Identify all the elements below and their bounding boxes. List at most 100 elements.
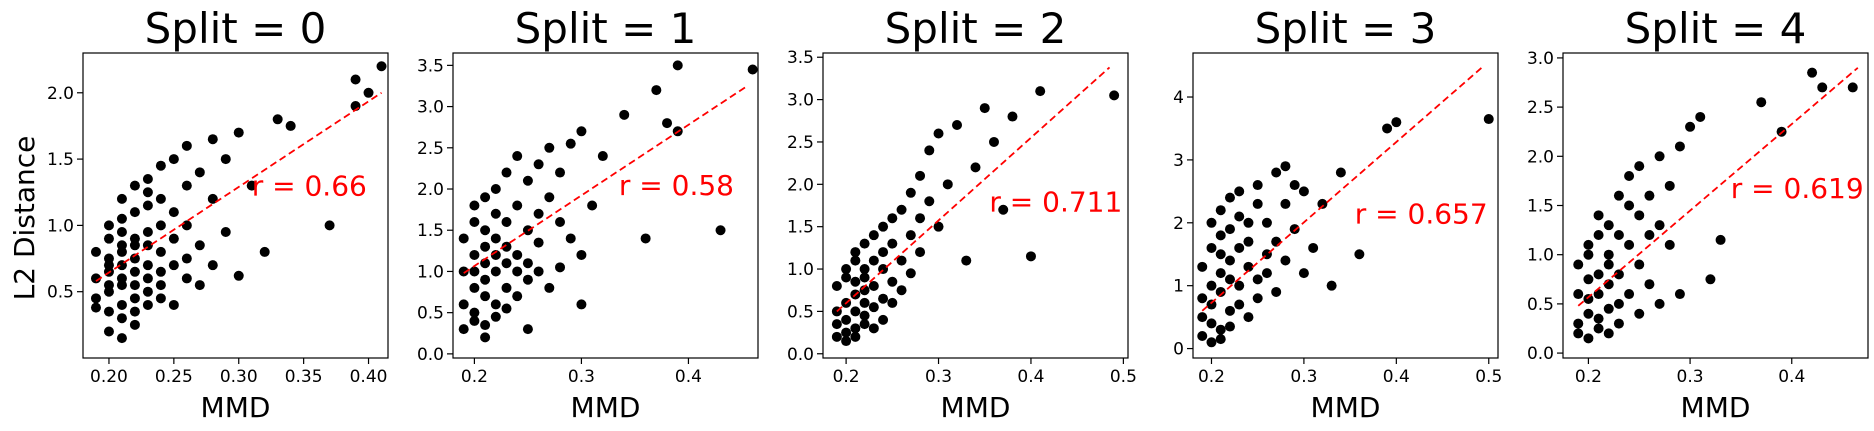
y-tick-label: 1.0 (417, 262, 444, 282)
data-points (458, 60, 758, 343)
data-point (155, 246, 166, 257)
data-point (1289, 224, 1300, 235)
data-point (933, 221, 944, 232)
data-point (1109, 90, 1120, 101)
data-point (1685, 121, 1696, 132)
y-tick-label: 0.5 (47, 283, 74, 303)
data-point (1224, 255, 1235, 266)
data-point (1354, 249, 1365, 260)
data-point (1224, 274, 1235, 285)
data-point (1644, 190, 1655, 201)
y-tick-label: 1.5 (1527, 197, 1554, 217)
data-point (272, 114, 283, 125)
data-point (181, 220, 192, 231)
data-point (142, 299, 153, 310)
data-point (90, 293, 101, 304)
data-point (490, 266, 501, 277)
axes-frame (822, 52, 1129, 359)
data-point (533, 237, 544, 248)
subplot-title: Split = 1 (515, 4, 697, 53)
data-point (116, 313, 127, 324)
data-point (1326, 280, 1337, 291)
data-point (896, 255, 907, 266)
data-point (970, 162, 981, 173)
data-point (1007, 111, 1018, 122)
data-point (1613, 298, 1624, 309)
data-point (129, 180, 140, 191)
data-point (90, 302, 101, 313)
data-point (1583, 239, 1594, 250)
data-point (587, 200, 598, 211)
x-tick-label: 0.4 (1778, 367, 1805, 387)
data-point (533, 159, 544, 170)
data-point (522, 274, 533, 285)
data-points (90, 61, 387, 344)
data-point (1206, 280, 1217, 291)
data-point (1197, 330, 1208, 341)
x-tick-label: 0.2 (461, 367, 488, 387)
y-tick-label: 2.0 (787, 175, 814, 195)
data-point (168, 154, 179, 165)
data-point (168, 299, 179, 310)
x-tick-label: 0.4 (675, 367, 702, 387)
data-point (831, 319, 842, 330)
data-point (1215, 268, 1226, 279)
data-point (544, 282, 555, 293)
data-point (1603, 220, 1614, 231)
data-point (1234, 211, 1245, 222)
data-point (1644, 230, 1655, 241)
data-point (155, 193, 166, 204)
data-point (168, 207, 179, 218)
data-point (841, 314, 852, 325)
data-point (1654, 151, 1665, 162)
data-point (116, 333, 127, 344)
x-tick-label: 0.20 (90, 367, 128, 387)
data-point (181, 180, 192, 191)
x-tick-label: 0.5 (1475, 367, 1502, 387)
data-point (1654, 220, 1665, 231)
x-axis-label: MMD (1681, 391, 1751, 424)
data-point (522, 175, 533, 186)
correlation-annotation: r = 0.711 (989, 185, 1122, 218)
x-tick-label: 0.35 (285, 367, 323, 387)
data-point (533, 266, 544, 277)
data-point (1298, 268, 1309, 279)
data-point (376, 61, 387, 72)
data-point (868, 302, 879, 313)
data-point (1261, 268, 1272, 279)
data-point (490, 184, 501, 195)
x-axis-label: MMD (941, 391, 1011, 424)
data-point (715, 225, 726, 236)
data-point (1573, 259, 1584, 270)
subplot-4: Split = 4 0.2 0.3 0.4 0.0 0.5 1.0 1.5 2.0 2.5 3.0 M… (1527, 4, 1869, 424)
data-point (640, 233, 651, 244)
fit-line (95, 92, 383, 282)
data-point (1289, 180, 1300, 191)
data-point (1224, 224, 1235, 235)
data-point (905, 268, 916, 279)
data-point (1603, 259, 1614, 270)
data-point (1243, 312, 1254, 323)
data-point (1335, 167, 1346, 178)
data-point (841, 272, 852, 283)
data-point (103, 286, 114, 297)
data-point (905, 187, 916, 198)
x-tick-label: 0.2 (1198, 367, 1225, 387)
data-point (1634, 161, 1645, 172)
data-point (952, 120, 963, 131)
x-axis-label: MMD (1311, 391, 1381, 424)
y-tick-label: 2.5 (1527, 98, 1554, 118)
subplot-title: Split = 4 (1625, 4, 1807, 53)
data-point (1206, 318, 1217, 329)
y-tick-label: 0 (1173, 340, 1184, 360)
data-point (933, 128, 944, 139)
data-point (168, 233, 179, 244)
x-tick-label: 0.4 (1017, 367, 1044, 387)
subplot-title: Split = 3 (1255, 4, 1437, 53)
data-point (544, 192, 555, 203)
data-point (850, 331, 861, 342)
data-point (533, 208, 544, 219)
data-point (1234, 299, 1245, 310)
data-point (469, 216, 480, 227)
data-point (512, 266, 523, 277)
